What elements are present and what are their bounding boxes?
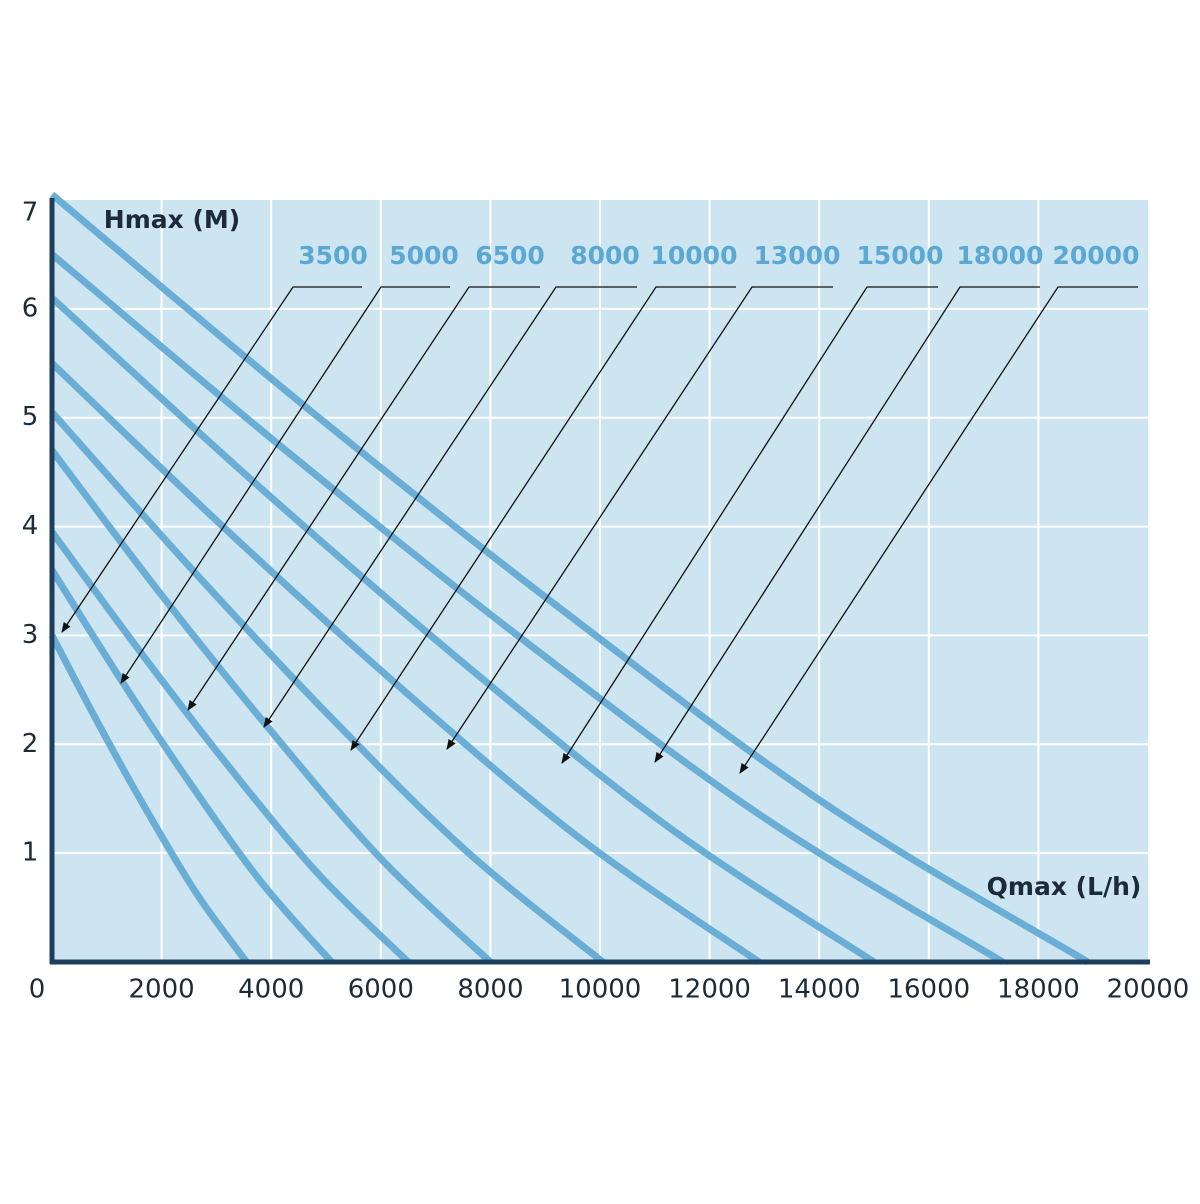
series-label: 13000: [754, 241, 841, 270]
y-axis-title: Hmax (M): [104, 205, 240, 234]
x-tick-label: 12000: [668, 975, 751, 1005]
x-tick-label: 16000: [887, 975, 970, 1005]
y-tick-label: 4: [22, 511, 39, 541]
pump-curve: [49, 251, 1005, 965]
pump-curve: [49, 409, 605, 965]
pump-curve: [49, 568, 335, 965]
y-tick-label: 2: [22, 729, 39, 759]
leader-arrow: [263, 286, 637, 728]
x-tick-label: 14000: [778, 975, 861, 1005]
series-label: 20000: [1053, 241, 1140, 270]
series-label: 15000: [857, 241, 944, 270]
x-tick-label: 6000: [348, 975, 414, 1005]
leader-arrow: [120, 286, 450, 684]
leader-arrow: [561, 286, 938, 764]
x-tick-label: 2000: [129, 975, 195, 1005]
y-tick-label: 6: [22, 293, 39, 323]
series-label: 5000: [389, 241, 459, 270]
x-axis-title: Qmax (L/h): [987, 872, 1142, 901]
x-tick-label: 10000: [559, 975, 642, 1005]
x-tick-label: 18000: [997, 975, 1080, 1005]
leader-arrow: [350, 286, 736, 751]
pump-curve: [48, 633, 250, 965]
leader-arrow: [187, 286, 540, 711]
leader-arrow: [739, 286, 1138, 774]
series-label: 8000: [570, 241, 640, 270]
pump-curve: [49, 191, 1090, 965]
x-tick-label: 4000: [238, 975, 304, 1005]
series-label: 10000: [651, 241, 738, 270]
x-tick-label: 20000: [1107, 975, 1190, 1005]
pump-curve: [49, 529, 411, 965]
series-label: 3500: [298, 241, 368, 270]
pump-curve: [49, 360, 761, 965]
pump-curve: [49, 295, 876, 965]
y-tick-label: 7: [22, 198, 39, 228]
x-tick-label: 8000: [457, 975, 523, 1005]
y-tick-label: 5: [22, 402, 39, 432]
series-label: 6500: [475, 241, 545, 270]
pump-curve: [49, 448, 493, 965]
leader-arrow: [446, 286, 833, 750]
leader-arrow: [61, 286, 362, 633]
y-tick-label: 1: [22, 838, 39, 868]
x-tick-label: 0: [29, 975, 46, 1005]
series-label: 18000: [957, 241, 1044, 270]
leader-arrow: [654, 286, 1040, 763]
y-tick-label: 3: [22, 620, 39, 650]
